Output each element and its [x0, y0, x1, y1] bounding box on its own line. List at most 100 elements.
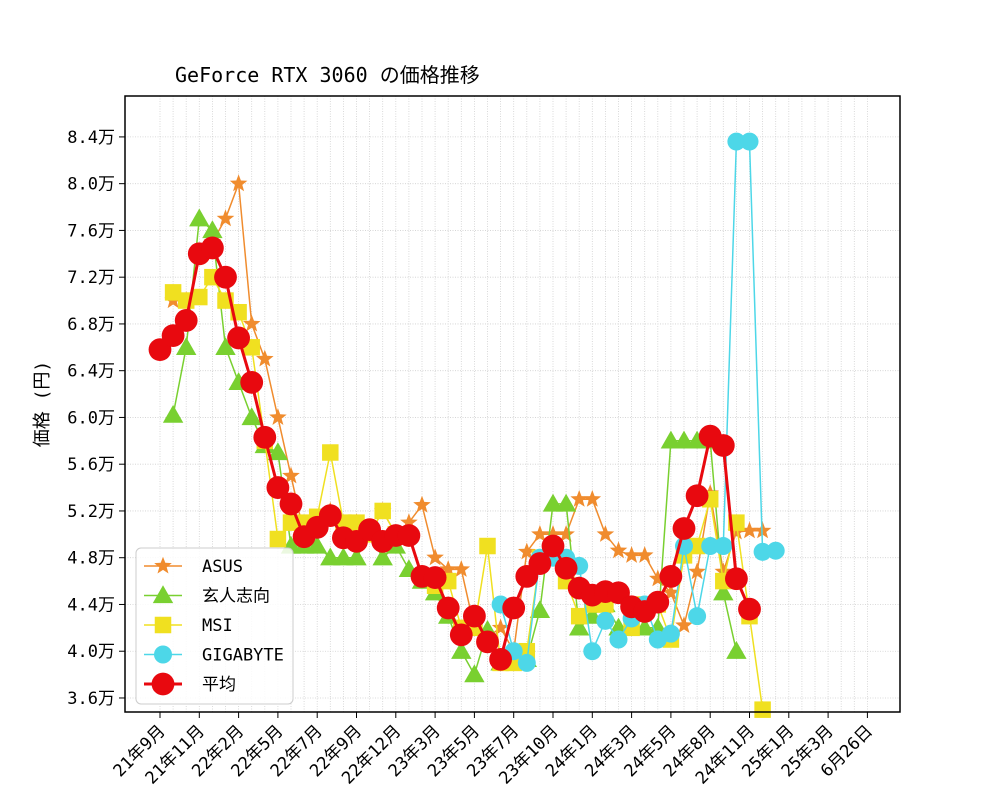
data-point [675, 616, 693, 633]
series-layer [148, 132, 785, 718]
data-point [256, 349, 274, 367]
data-point [333, 547, 354, 566]
y-tick-label: 8.0万 [67, 175, 115, 195]
data-point [646, 590, 670, 614]
data-point [622, 546, 641, 563]
y-tick-label: 5.6万 [67, 455, 115, 475]
y-tick-label: 7.6万 [67, 221, 115, 241]
data-point [738, 597, 761, 621]
y-tick-label: 8.4万 [67, 128, 115, 148]
data-point [476, 630, 499, 654]
data-point [241, 407, 262, 426]
data-point [282, 466, 300, 484]
data-point [269, 530, 287, 548]
data-point [726, 641, 747, 659]
data-point [346, 547, 367, 566]
data-point [227, 326, 251, 350]
data-point [266, 476, 290, 499]
legend-marker [152, 585, 174, 604]
data-point [583, 642, 602, 661]
data-point [660, 430, 682, 449]
data-point [489, 648, 512, 671]
data-point [502, 596, 526, 620]
data-point [164, 284, 182, 301]
data-point [609, 541, 628, 559]
data-point [649, 569, 667, 587]
plot-frame [124, 95, 901, 713]
data-point [423, 566, 447, 589]
data-point [253, 425, 277, 449]
data-point [449, 623, 473, 647]
data-point [554, 556, 578, 580]
data-point [609, 630, 628, 649]
y-axis-label: 価格 (円) [32, 361, 53, 448]
y-tick-label: 4.0万 [67, 642, 115, 662]
data-point [541, 534, 565, 558]
data-point [727, 522, 746, 540]
data-point [531, 525, 549, 542]
data-point [229, 174, 248, 192]
data-point [189, 208, 210, 227]
data-point [452, 560, 471, 577]
data-point [596, 611, 615, 630]
data-point [673, 430, 695, 449]
y-tick-label: 6.4万 [67, 362, 115, 382]
data-point [269, 408, 287, 425]
data-point [725, 567, 748, 591]
data-point [400, 513, 418, 531]
data-point [214, 265, 237, 289]
legend-label: 玄人志向 [202, 587, 270, 607]
data-point [557, 525, 575, 542]
data-point [201, 236, 224, 260]
data-point [240, 370, 264, 394]
data-point [518, 542, 536, 560]
data-point [685, 484, 709, 508]
data-point [754, 701, 771, 718]
legend-label: ASUS [202, 557, 243, 577]
data-point [372, 547, 393, 566]
legend-marker [154, 645, 172, 664]
data-point [322, 444, 339, 461]
data-point [688, 607, 707, 626]
data-point [279, 492, 303, 516]
data-point [191, 288, 208, 306]
legend-label: GIGABYTE [202, 646, 284, 666]
data-point [426, 548, 444, 566]
data-point [517, 653, 536, 672]
data-point [688, 562, 706, 580]
data-point [307, 535, 328, 554]
data-point [464, 664, 485, 683]
legend-label: 平均 [202, 675, 236, 695]
y-tick-label: 3.6万 [67, 689, 115, 709]
data-point [662, 583, 680, 601]
data-point [766, 541, 785, 560]
data-point [555, 493, 577, 512]
data-point [583, 490, 602, 507]
data-point [659, 565, 683, 588]
data-point [479, 537, 496, 555]
data-point [202, 220, 223, 239]
y-tick-label: 4.4万 [67, 595, 115, 615]
data-point [688, 537, 706, 555]
data-point [544, 525, 562, 542]
legend-box [135, 547, 294, 705]
y-tick-label: 5.2万 [67, 502, 115, 522]
y-tick-label: 7.2万 [67, 268, 115, 288]
data-point [714, 562, 733, 580]
data-point [635, 546, 654, 563]
data-point [711, 434, 735, 457]
data-point [570, 490, 588, 507]
data-point [529, 600, 551, 618]
data-point [661, 624, 680, 643]
data-point [713, 582, 734, 601]
data-point [320, 547, 341, 566]
series-4 [148, 236, 761, 671]
data-point [727, 132, 746, 151]
data-point [753, 542, 772, 561]
legend-marker [154, 616, 172, 634]
data-point [176, 337, 197, 355]
data-point [267, 442, 289, 461]
data-point [672, 517, 696, 540]
data-point [162, 404, 184, 423]
